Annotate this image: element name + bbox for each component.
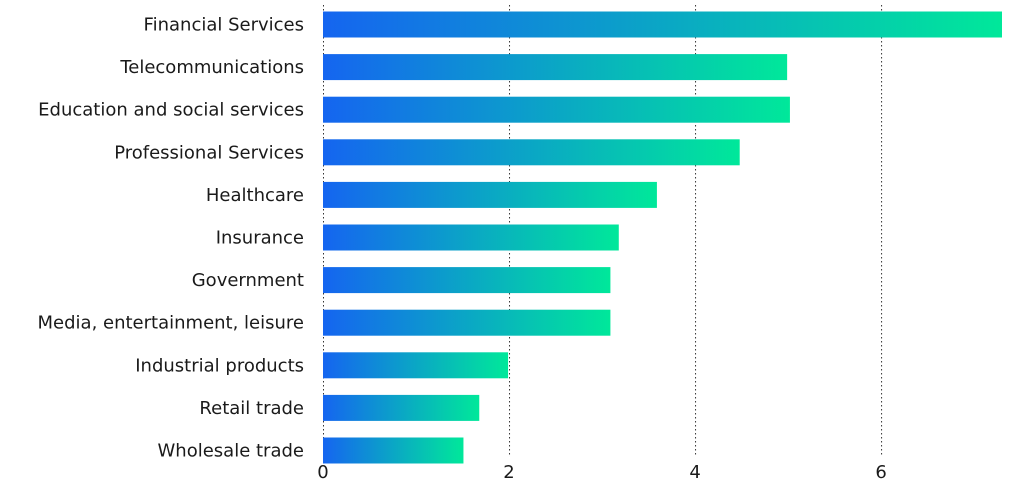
bar-4	[323, 181, 657, 208]
bar-3	[323, 139, 740, 166]
category-label-5: Insurance	[216, 228, 304, 249]
category-label-6: Government	[192, 270, 304, 291]
bar-8	[323, 352, 509, 379]
category-label-10: Wholesale trade	[158, 441, 305, 462]
category-label-8: Industrial products	[135, 355, 304, 376]
x-axis-ticks: 0 2 4 6	[317, 462, 887, 483]
bars	[323, 11, 1002, 464]
bar-6	[323, 267, 611, 294]
category-label-3: Professional Services	[114, 142, 304, 163]
x-tick-label-2: 4	[689, 462, 700, 483]
x-tick-label-1: 2	[503, 462, 514, 483]
category-label-7: Media, entertainment, leisure	[38, 313, 304, 334]
category-label-0: Financial Services	[144, 15, 304, 36]
x-tick-label-0: 0	[317, 462, 328, 483]
category-labels: Financial Services Telecommunications Educ…	[38, 15, 304, 462]
bar-7	[323, 309, 611, 336]
category-label-9: Retail trade	[199, 398, 304, 419]
bar-2	[323, 96, 790, 123]
bar-9	[323, 394, 480, 421]
x-tick-label-3: 6	[875, 462, 886, 483]
bar-1	[323, 54, 788, 81]
bar-10	[323, 437, 464, 464]
category-label-2: Education and social services	[38, 100, 304, 121]
bar-0	[323, 11, 1002, 38]
category-label-1: Telecommunications	[119, 57, 304, 78]
bar-5	[323, 224, 619, 251]
category-label-4: Healthcare	[206, 185, 304, 206]
